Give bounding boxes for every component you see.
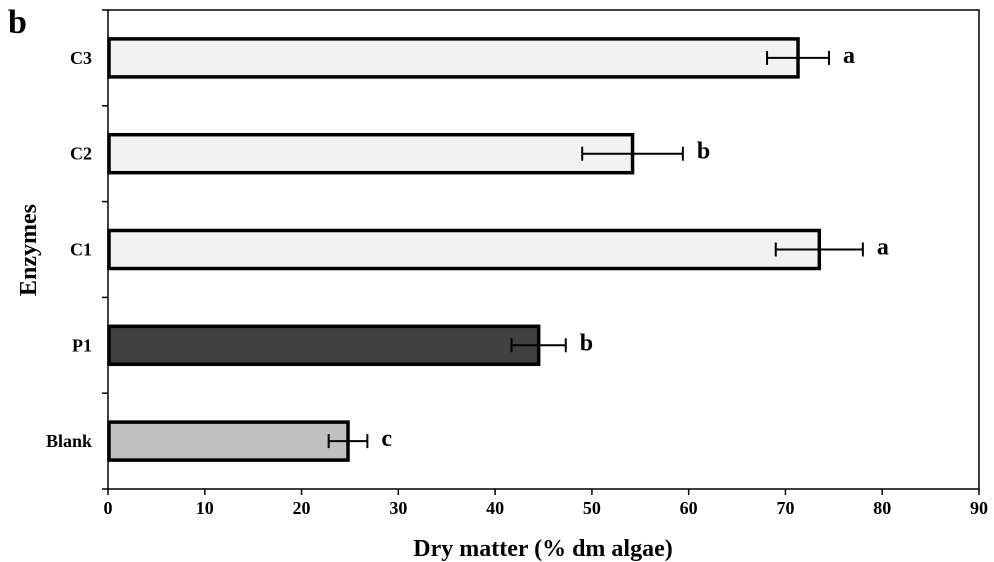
x-tick-label: 0 [104,498,113,518]
panel-label: b [8,4,27,41]
y-axis-title: Enzymes [16,204,42,296]
category-label-p1: P1 [72,335,92,355]
significance-label-c3: a [843,43,855,69]
bars-group: c b a b a [107,37,889,462]
x-axis-ticks: 0 10 20 30 40 50 60 70 80 90 [104,489,988,518]
category-label-c1: C1 [70,240,92,260]
category-label-c2: C2 [70,144,92,164]
bar-blank [107,420,350,462]
category-label-blank: Blank [46,431,92,451]
x-tick-label: 90 [970,498,988,518]
y-axis-ticks: Blank P1 C1 C2 C3 [46,9,108,490]
significance-label-blank: c [381,426,392,452]
x-tick-label: 40 [486,498,504,518]
x-tick-label: 60 [680,498,698,518]
x-tick-label: 10 [196,498,214,518]
x-tick-label: 20 [293,498,311,518]
bar-c3 [107,37,800,79]
x-tick-label: 80 [873,498,891,518]
significance-label-c1: a [877,235,889,261]
x-tick-label: 30 [389,498,407,518]
bar-c1 [107,228,822,271]
x-axis-title: Dry matter (% dm algae) [413,536,672,562]
significance-label-c2: b [697,139,710,165]
category-label-c3: C3 [70,48,92,68]
x-tick-label: 50 [583,498,601,518]
bar-p1 [107,324,541,367]
significance-label-p1: b [580,330,593,356]
x-tick-label: 70 [776,498,794,518]
bar-c2 [107,132,635,175]
